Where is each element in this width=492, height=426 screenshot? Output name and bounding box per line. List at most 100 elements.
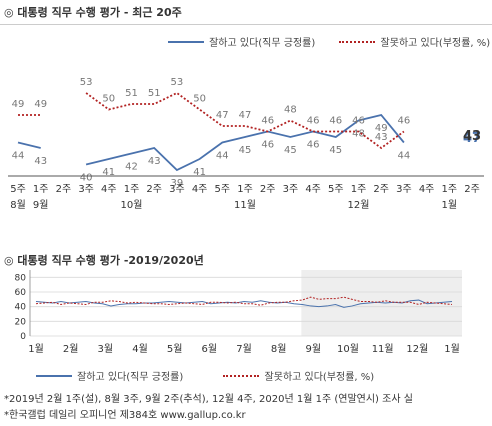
data-label-positive: 45: [329, 145, 342, 156]
data-label-negative: 50: [102, 94, 115, 105]
x-tick-week: 3주: [396, 184, 412, 195]
data-label-negative: 49: [34, 99, 47, 110]
x-tick-week: 3주: [169, 184, 185, 195]
data-label-negative: 47: [239, 110, 252, 121]
legend-positive-swatch: [168, 40, 204, 43]
data-label-positive: 46: [307, 140, 320, 151]
legend-negative-label: 잘못하고 있다(부정률, %): [380, 38, 491, 49]
data-label-negative: 51: [148, 88, 161, 99]
chart2-series-negative-line: [35, 296, 453, 306]
data-label-negative: 48: [284, 105, 297, 116]
data-label-positive: 45: [284, 145, 297, 156]
chart2-x-tick-month: 4월: [132, 343, 148, 355]
legend2-positive-swatch: [36, 374, 72, 377]
x-tick-week: 4주: [101, 184, 117, 195]
y-tick-label: 80: [15, 273, 27, 283]
data-label-positive: 43: [148, 156, 161, 167]
legend2-negative-swatch: [223, 374, 260, 377]
x-tick-month: 10월: [121, 199, 143, 211]
chart2-x-tick-month: 7월: [236, 343, 252, 355]
chart1-top-rule: [0, 24, 492, 25]
data-label-negative: 43: [375, 132, 388, 143]
data-label-positive: 44: [12, 151, 25, 162]
data-label-positive: 41: [193, 167, 206, 178]
data-label-positive: 40: [80, 173, 93, 184]
data-label-negative: 47: [216, 110, 229, 121]
chart1-legend: 잘하고 있다(직무 긍정률) 잘못하고 있다(부정률, %): [168, 31, 490, 50]
legend-negative-swatch: [339, 40, 376, 43]
data-label-negative: 46: [398, 116, 411, 127]
series-positive-line: [17, 141, 41, 149]
x-tick-week: 1주: [237, 184, 253, 195]
chart2-series-positive-line: [35, 299, 453, 308]
x-tick-week: 5주: [215, 184, 231, 195]
y-tick-label: 40: [15, 303, 27, 313]
x-tick-week: 2주: [146, 184, 162, 195]
x-tick-week: 2주: [260, 184, 276, 195]
footnote-survey: *2019년 2월 1주(설), 8월 3주, 9월 2주(추석), 12월 4…: [4, 394, 413, 405]
chart2-title: ◎ 대통령 직무 수행 평가 -2019/2020년: [4, 254, 204, 267]
chart2-x-tick-month: 8월: [271, 343, 287, 355]
data-label-positive: 43: [34, 156, 47, 167]
data-label-positive: 44: [398, 151, 411, 162]
legend2-positive-label: 잘하고 있다(직무 긍정률): [77, 372, 184, 383]
x-tick-week: 1주: [351, 184, 367, 195]
x-tick-week: 4주: [192, 184, 208, 195]
x-tick-month: 9월: [33, 199, 49, 211]
chart2-x-tick-month: 6월: [202, 343, 218, 355]
x-tick-week: 4주: [305, 184, 321, 195]
chart1-plot: 44 43 40 41 42 43 39 41 44 45 46 45 46 45 48 49 44 47 49 49…: [8, 77, 484, 211]
x-tick-week: 2주: [373, 184, 389, 195]
data-label-negative: 53: [171, 77, 184, 88]
x-tick-week: 2주: [464, 184, 480, 195]
data-label-positive: 48: [352, 129, 365, 140]
data-label-negative: 46: [307, 116, 320, 127]
chart2-plot: 0 20 40 60 80 1월 2월 3월 4월 5월 6월 7월 8월 9월 10월 11월 12월 1월: [15, 270, 462, 355]
data-label-negative: 50: [193, 94, 206, 105]
x-tick-week: 1주: [124, 184, 140, 195]
x-tick-week: 1주: [442, 184, 458, 195]
x-tick-month: 1월: [442, 199, 458, 211]
data-label-positive: 49: [375, 123, 388, 134]
chart2-x-tick-month: 3월: [98, 343, 114, 355]
data-label-positive: 42: [125, 162, 138, 173]
data-label-positive: 39: [171, 178, 184, 189]
data-label-positive: 45: [239, 145, 252, 156]
chart2-x-tick-month: 2월: [63, 343, 79, 355]
chart2-x-tick-month: 1월: [444, 343, 460, 355]
data-label-negative: 46: [261, 116, 274, 127]
x-tick-week: 3주: [78, 184, 94, 195]
x-tick-week: 2주: [56, 184, 72, 195]
data-label-negative: 43: [463, 129, 481, 144]
data-label-negative: 51: [125, 88, 138, 99]
data-label-negative: 49: [12, 99, 25, 110]
chart2-x-tick-month: 11월: [372, 343, 394, 355]
series-negative-line: [85, 91, 405, 150]
chart2-x-tick-month: 1월: [28, 343, 44, 355]
series-positive-line: [85, 113, 405, 172]
data-label-negative: 46: [352, 116, 365, 127]
x-tick-month: 11월: [234, 199, 256, 211]
chart2-x-tick-month: 10월: [337, 343, 359, 355]
x-tick-week: 4주: [419, 184, 435, 195]
chart2-x-tick-month: 9월: [306, 343, 322, 355]
x-tick-month: 8월: [10, 199, 26, 211]
y-tick-label: 0: [20, 332, 26, 342]
data-label-negative: 46: [329, 116, 342, 127]
x-tick-month: 12월: [348, 199, 370, 211]
x-tick-week: 3주: [283, 184, 299, 195]
chart2-x-tick-month: 12월: [406, 343, 428, 355]
data-label-positive: 46: [261, 140, 274, 151]
data-label-negative: 53: [80, 77, 93, 88]
data-label-positive: 47: [463, 131, 481, 146]
data-label-positive: 44: [216, 151, 229, 162]
legend2-negative-label: 잘못하고 있다(부정률, %): [264, 372, 375, 383]
data-label-positive: 41: [102, 167, 115, 178]
chart2-x-tick-month: 5월: [167, 343, 183, 355]
x-tick-week: 1주: [33, 184, 49, 195]
chart1-title: ◎ 대통령 직무 수행 평가 - 최근 20주: [4, 6, 182, 19]
y-tick-label: 60: [15, 288, 27, 298]
chart2-legend: 잘하고 있다(직무 긍정률) 잘못하고 있다(부정률, %): [36, 365, 374, 384]
x-tick-week: 5주: [10, 184, 26, 195]
y-tick-label: 20: [15, 317, 27, 327]
